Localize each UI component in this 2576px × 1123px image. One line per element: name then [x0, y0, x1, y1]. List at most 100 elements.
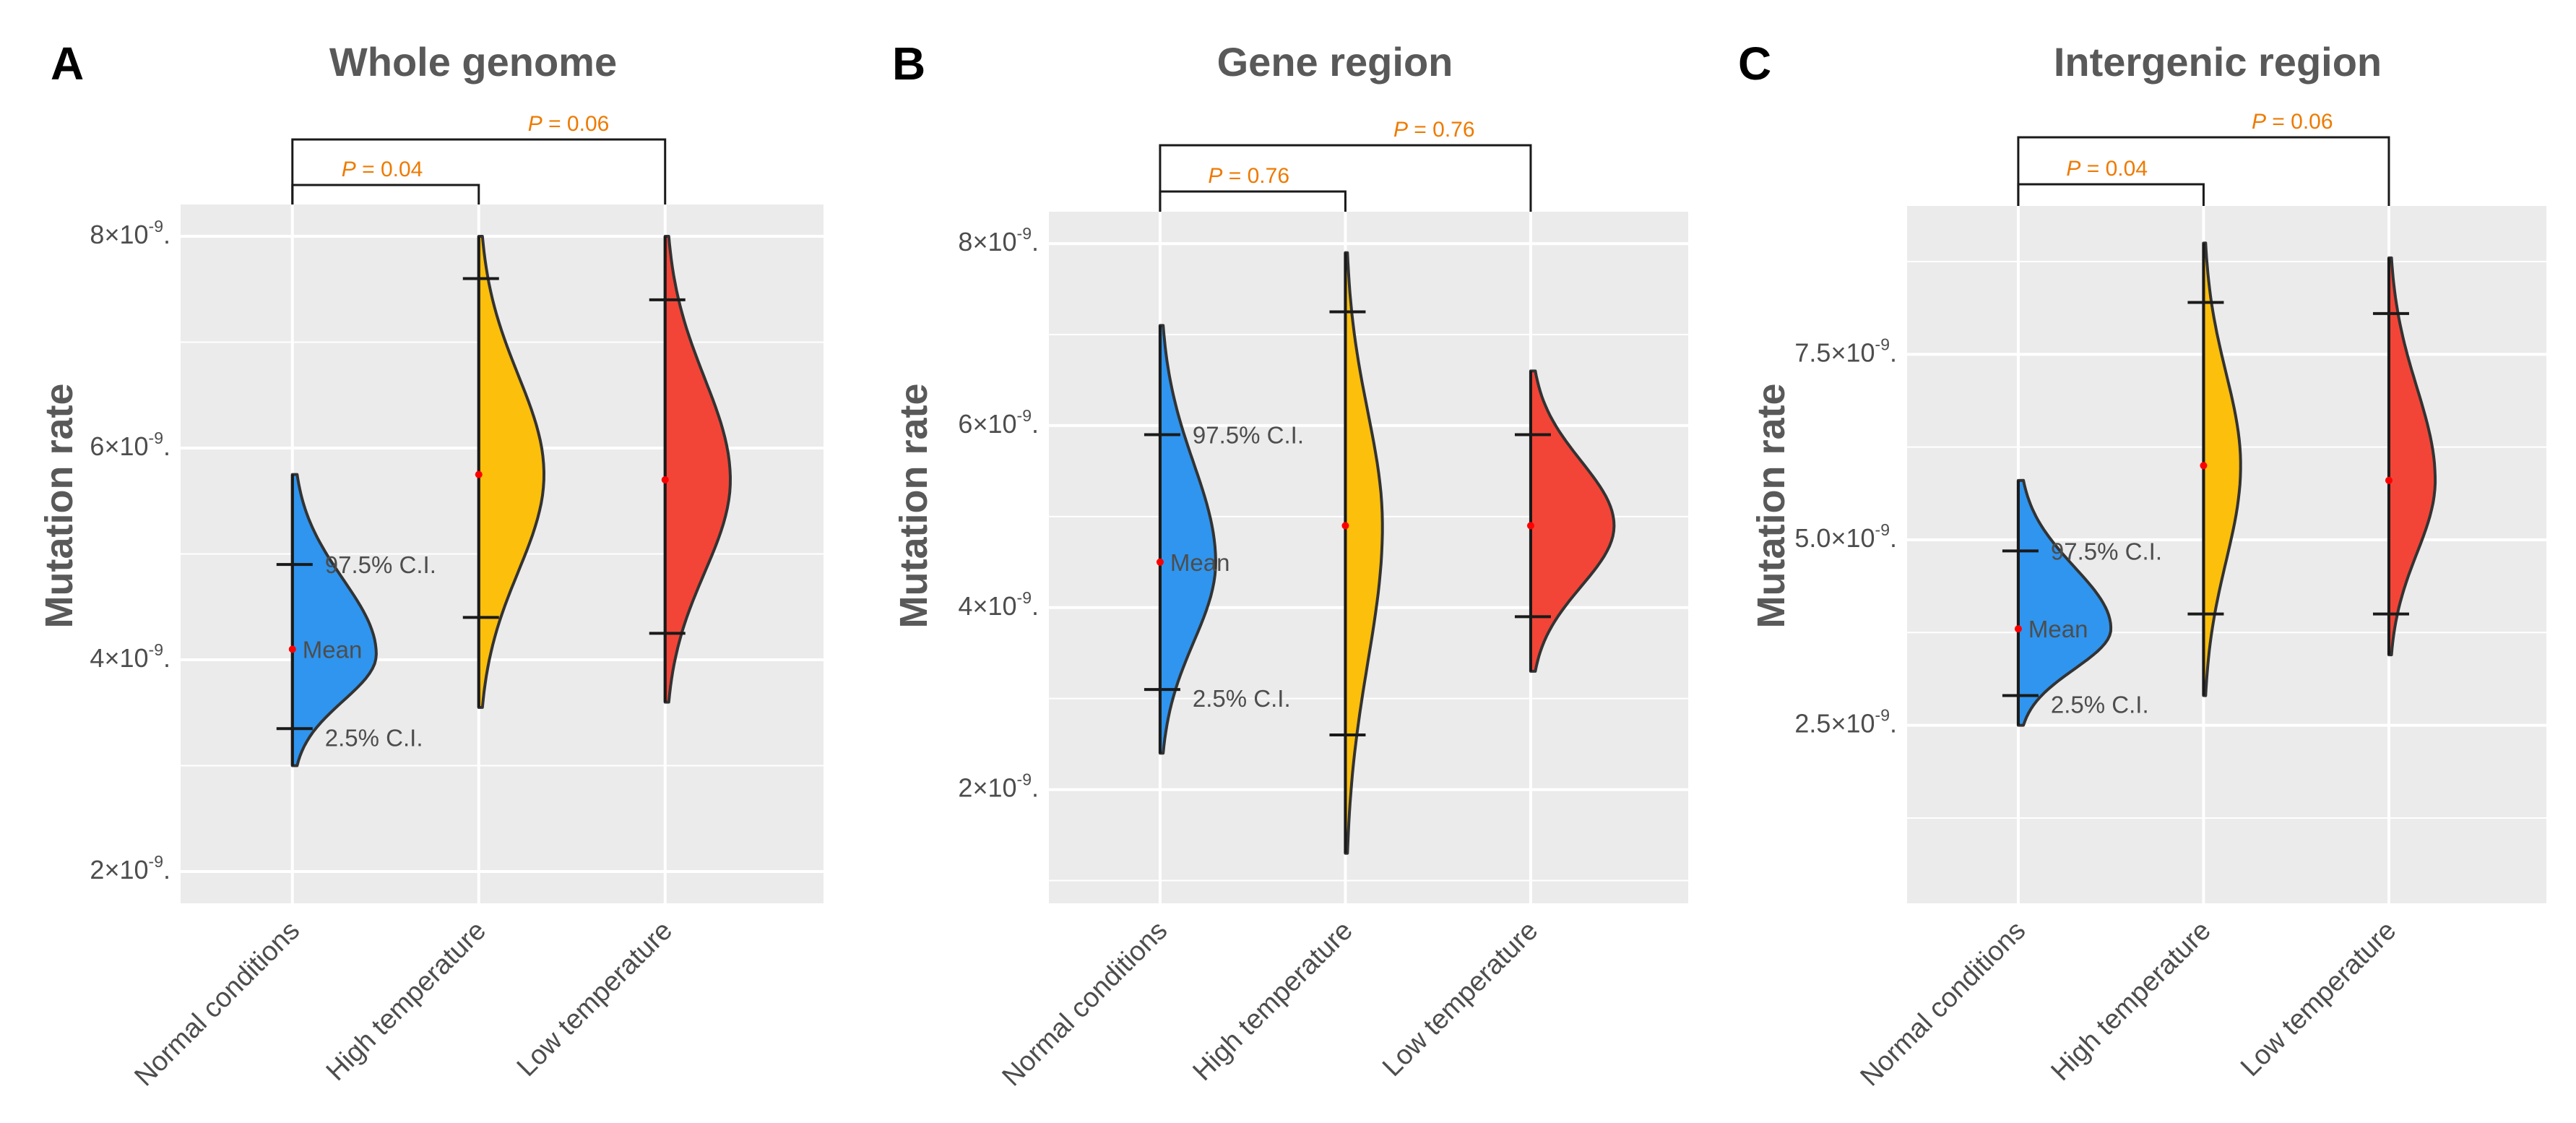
y-tick-exponent: -9 — [1875, 520, 1890, 539]
mean-point — [2200, 462, 2208, 470]
y-tick-label: 2×10-9. — [90, 852, 170, 885]
lower-ci-annotation: 2.5% C.I. — [325, 724, 423, 751]
y-tick-exponent: -9 — [149, 640, 163, 659]
panel-letter: A — [51, 38, 84, 90]
y-tick-dot: . — [1890, 523, 1897, 553]
p-value-label: P = 0.06 — [2252, 110, 2333, 134]
mean-point — [1526, 522, 1534, 530]
violin-3 — [1529, 369, 1616, 673]
significance-bracket — [1159, 190, 1347, 212]
y-tick-base: ×10 — [972, 227, 1016, 257]
y-tick-base: ×10 — [1831, 709, 1875, 739]
violin-2 — [2202, 241, 2242, 697]
p-value-number: = 0.76 — [1408, 118, 1475, 142]
p-value-symbol: P — [342, 158, 356, 181]
y-tick-mantissa: 2 — [958, 773, 972, 803]
y-tick-base: ×10 — [972, 591, 1016, 621]
y-tick-dot: . — [163, 643, 170, 673]
p-value-symbol: P — [528, 112, 543, 136]
mean-annotation: Mean — [2028, 616, 2088, 642]
y-tick-exponent: -9 — [1017, 770, 1032, 789]
y-tick-base: ×10 — [104, 643, 148, 673]
significance-bracket — [2017, 183, 2205, 206]
y-tick-label: 4×10-9. — [958, 588, 1039, 621]
y-tick-base: ×10 — [1831, 523, 1875, 553]
y-tick-dot: . — [163, 855, 170, 885]
mean-point — [1156, 558, 1164, 566]
upper-ci-annotation: 97.5% C.I. — [2051, 538, 2162, 564]
p-value-symbol: P — [2252, 110, 2266, 134]
y-tick-base: ×10 — [1831, 337, 1875, 367]
y-tick-label: 8×10-9. — [90, 217, 170, 249]
x-tick-label: Low temperature — [1377, 916, 1544, 1083]
p-value-number: = 0.06 — [2266, 110, 2333, 134]
y-tick-mantissa: 2.5 — [1794, 709, 1831, 739]
panel-letter: C — [1738, 38, 1771, 90]
y-tick-base: ×10 — [972, 773, 1016, 803]
significance-bracket — [1159, 144, 1532, 212]
p-value-number: = 0.76 — [1222, 164, 1289, 188]
mean-annotation: Mean — [1170, 549, 1230, 576]
y-tick-dot: . — [163, 431, 170, 461]
y-tick-base: ×10 — [972, 409, 1016, 439]
violin-3 — [663, 234, 732, 704]
panel-title: Intergenic region — [2054, 39, 2382, 85]
y-tick-dot: . — [1890, 709, 1897, 739]
y-tick-base: ×10 — [104, 220, 148, 249]
violin-1 — [1158, 324, 1217, 755]
p-value-number: = 0.06 — [543, 112, 610, 136]
x-tick-label: Normal conditions — [997, 916, 1174, 1093]
y-tick-base: ×10 — [104, 855, 148, 885]
violin-1 — [290, 473, 378, 767]
y-tick-dot: . — [1032, 773, 1039, 803]
y-tick-mantissa: 6 — [958, 409, 972, 439]
x-tick-label: Normal conditions — [1855, 916, 2032, 1093]
p-value-symbol: P — [1208, 164, 1222, 188]
y-tick-exponent: -9 — [1875, 706, 1890, 725]
violin-1 — [2016, 478, 2113, 727]
y-tick-label: 6×10-9. — [958, 406, 1039, 439]
y-tick-mantissa: 4 — [90, 643, 104, 673]
lower-ci-annotation: 2.5% C.I. — [1193, 685, 1291, 712]
x-tick-label: Normal conditions — [129, 916, 306, 1093]
y-axis-label: Mutation rate — [38, 383, 81, 628]
x-tick-label: Low temperature — [2235, 916, 2402, 1083]
p-value-label: P = 0.04 — [2066, 157, 2148, 181]
y-axis-label: Mutation rate — [1750, 383, 1793, 628]
y-tick-label: 5.0×10-9. — [1794, 520, 1897, 553]
y-tick-mantissa: 2 — [90, 855, 104, 885]
p-value-label: P = 0.76 — [1393, 118, 1475, 142]
x-tick-label: High temperature — [2045, 916, 2216, 1087]
x-tick-label: High temperature — [321, 916, 492, 1087]
y-tick-mantissa: 4 — [958, 591, 972, 621]
mean-point — [2385, 476, 2393, 484]
y-tick-exponent: -9 — [1875, 335, 1890, 353]
p-value-symbol: P — [2066, 157, 2080, 181]
p-value-label: P = 0.76 — [1208, 164, 1289, 188]
y-tick-base: ×10 — [104, 431, 148, 461]
p-value-number: = 0.04 — [356, 158, 423, 181]
violin-2 — [1344, 251, 1384, 855]
significance-bracket — [2017, 136, 2390, 206]
y-tick-label: 8×10-9. — [958, 224, 1039, 257]
y-tick-dot: . — [1032, 591, 1039, 621]
y-tick-exponent: -9 — [1017, 406, 1032, 425]
p-value-number: = 0.04 — [2080, 157, 2148, 181]
y-tick-label: 4×10-9. — [90, 640, 170, 673]
y-tick-dot: . — [1890, 337, 1897, 367]
y-tick-dot: . — [1032, 227, 1039, 257]
y-tick-exponent: -9 — [149, 429, 163, 447]
significance-bracket — [291, 184, 480, 205]
panel-letter: B — [892, 38, 925, 90]
y-tick-dot: . — [163, 220, 170, 249]
upper-ci-annotation: 97.5% C.I. — [1193, 422, 1304, 449]
lower-ci-annotation: 2.5% C.I. — [2051, 692, 2149, 718]
y-tick-exponent: -9 — [149, 852, 163, 871]
y-tick-mantissa: 7.5 — [1794, 337, 1831, 367]
upper-ci-annotation: 97.5% C.I. — [325, 551, 436, 578]
y-tick-exponent: -9 — [1017, 588, 1032, 607]
